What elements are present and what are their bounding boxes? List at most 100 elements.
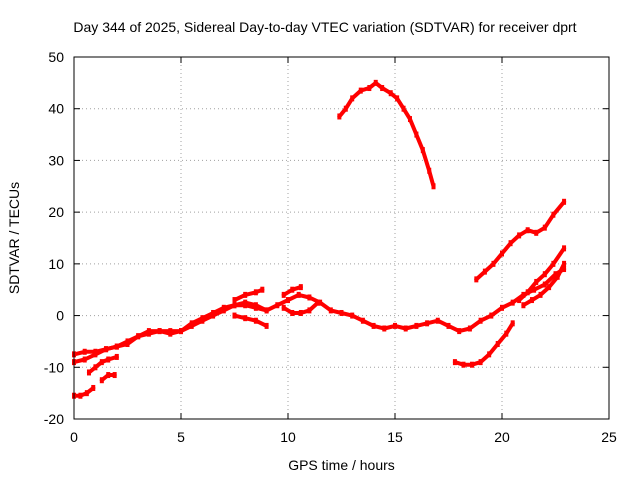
data-point — [500, 250, 504, 257]
data-point — [286, 297, 290, 304]
data-point — [395, 95, 400, 102]
data-point — [478, 317, 483, 324]
data-point — [420, 147, 425, 154]
x-tick-label: 25 — [601, 429, 617, 445]
data-point — [562, 260, 567, 267]
data-point — [179, 328, 183, 335]
data-point — [534, 278, 539, 285]
data-point — [504, 330, 509, 337]
data-point — [157, 328, 162, 335]
x-tick-label: 15 — [387, 429, 403, 445]
data-point — [114, 343, 119, 350]
data-point — [337, 113, 342, 120]
data-point — [232, 297, 237, 304]
chart-title: Day 344 of 2025, Sidereal Day-to-day VTE… — [73, 19, 576, 35]
data-point — [307, 307, 312, 314]
data-point — [91, 384, 96, 391]
data-point — [478, 359, 483, 366]
x-tick-label: 10 — [280, 429, 296, 445]
data-point — [562, 198, 567, 205]
y-tick-label: 10 — [48, 256, 64, 272]
data-series-track-3 — [72, 386, 96, 398]
data-point — [125, 338, 130, 345]
data-point — [525, 289, 530, 296]
data-point — [425, 320, 430, 327]
data-series-track-7 — [232, 287, 265, 303]
data-point — [104, 346, 109, 353]
data-point — [555, 273, 560, 280]
data-point — [146, 328, 151, 335]
data-point — [461, 361, 466, 368]
y-tick-label: 40 — [48, 101, 64, 117]
data-point — [495, 341, 500, 348]
data-point — [553, 271, 558, 278]
data-point — [281, 291, 286, 298]
data-point — [318, 299, 323, 306]
data-point — [290, 286, 295, 293]
data-point — [457, 328, 462, 335]
data-point — [253, 302, 258, 309]
data-point — [106, 372, 111, 379]
data-point — [281, 304, 286, 311]
data-point — [93, 351, 98, 358]
data-point — [388, 90, 393, 97]
y-tick-label: -10 — [44, 359, 64, 375]
data-point — [315, 299, 320, 306]
data-point — [232, 302, 237, 309]
data-point — [189, 320, 194, 327]
data-point — [489, 312, 494, 319]
data-point — [547, 284, 552, 291]
data-point — [260, 286, 265, 293]
data-point — [414, 322, 419, 329]
data-point — [232, 312, 237, 319]
data-point — [367, 85, 372, 92]
data-point — [500, 304, 504, 311]
y-tick-label: 50 — [48, 49, 64, 65]
data-point — [221, 304, 226, 311]
data-point — [243, 299, 248, 306]
data-point — [393, 322, 397, 329]
data-point — [78, 392, 83, 399]
data-point — [532, 286, 537, 293]
data-point — [290, 309, 295, 316]
data-point — [358, 87, 363, 94]
data-point — [84, 390, 89, 397]
data-point — [470, 361, 475, 368]
data-point — [542, 224, 547, 231]
data-point — [343, 105, 348, 112]
data-point — [99, 377, 104, 384]
data-point — [373, 79, 378, 86]
data-point — [253, 289, 258, 296]
data-point — [243, 291, 248, 298]
data-point — [510, 320, 515, 327]
data-point — [296, 291, 301, 298]
data-point — [414, 131, 419, 138]
data-point — [253, 317, 258, 324]
data-point — [298, 309, 303, 316]
data-point — [431, 183, 436, 190]
data-point — [275, 302, 280, 309]
data-point — [435, 317, 440, 324]
data-point — [538, 291, 543, 298]
data-point — [467, 325, 472, 332]
y-tick-label: 20 — [48, 204, 64, 220]
data-point — [264, 307, 269, 314]
data-series-track-1 — [72, 267, 567, 357]
data-point — [482, 268, 487, 275]
y-axis-title: SDTVAR / TECUs — [6, 182, 22, 294]
data-point — [562, 245, 567, 252]
data-point — [474, 276, 479, 283]
data-point — [521, 302, 526, 309]
data-point — [551, 211, 556, 218]
data-point — [211, 309, 216, 316]
data-point — [510, 299, 515, 306]
data-point — [487, 351, 492, 358]
data-point — [168, 328, 173, 335]
data-point — [82, 348, 87, 355]
data-point — [112, 372, 117, 379]
data-point — [508, 240, 513, 247]
data-point — [106, 356, 111, 363]
data-point — [452, 359, 457, 366]
data-point — [525, 227, 530, 234]
